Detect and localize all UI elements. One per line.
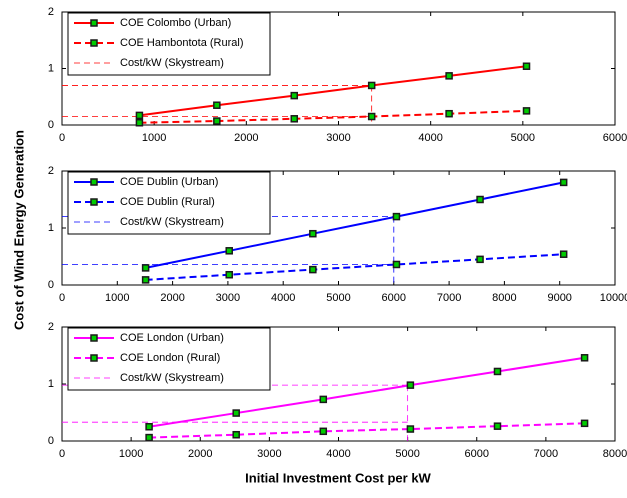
x-tick-label: 9000 [547, 292, 571, 304]
legend-label: COE Hambontota (Rural) [120, 37, 244, 49]
data-point [367, 112, 376, 121]
legend-marker [90, 354, 98, 362]
legend-label: Cost/kW (Skystream) [120, 57, 224, 69]
y-tick-label: 2 [48, 165, 54, 177]
data-point [213, 117, 221, 125]
data-point [213, 101, 221, 109]
data-point [392, 260, 401, 269]
series-line [139, 109, 527, 124]
legend-marker [90, 334, 98, 342]
data-point [232, 409, 240, 417]
x-tick-label: 3000 [216, 292, 240, 304]
data-point [559, 250, 568, 258]
legend-label: Cost/kW (Skystream) [120, 216, 224, 228]
y-tick-label: 1 [48, 378, 54, 390]
y-tick-label: 0 [48, 435, 54, 447]
data-point [225, 270, 233, 279]
data-point [232, 430, 240, 439]
series-line [145, 253, 564, 281]
data-point [522, 62, 531, 70]
data-point [135, 111, 144, 120]
data-point [522, 107, 531, 115]
x-tick-label: 6000 [465, 448, 489, 460]
series-line [145, 181, 564, 269]
y-axis-label: Cost of Wind Energy Generation [11, 130, 26, 330]
legend-label: COE London (Rural) [120, 352, 220, 364]
data-point [309, 265, 317, 274]
series-line [139, 65, 527, 117]
x-tick-label: 7000 [437, 292, 461, 304]
data-point [476, 255, 484, 264]
data-point [145, 433, 153, 442]
data-point [445, 109, 453, 118]
data-point [392, 212, 401, 221]
series-line [149, 422, 585, 439]
legend-label: COE Colombo (Urban) [120, 17, 231, 29]
y-tick-label: 1 [48, 222, 54, 234]
series-line [148, 356, 585, 428]
legend-label: COE London (Urban) [120, 332, 224, 344]
data-point [290, 91, 299, 100]
data-point [406, 425, 415, 433]
data-point [476, 195, 484, 204]
data-point [445, 72, 453, 80]
x-tick-label: 4000 [271, 292, 295, 304]
data-point [367, 81, 376, 90]
data-point [493, 422, 502, 430]
data-point [319, 427, 328, 436]
data-point [493, 367, 502, 376]
y-tick-label: 0 [48, 119, 54, 131]
x-tick-label: 2000 [188, 448, 212, 460]
legend-label: COE Dublin (Urban) [120, 176, 218, 188]
x-tick-label: 1000 [142, 132, 166, 144]
legend-marker [90, 198, 98, 206]
legend-marker [90, 39, 98, 47]
data-point [406, 381, 415, 389]
y-tick-label: 2 [48, 321, 54, 333]
legend-marker [90, 178, 98, 186]
x-tick-label: 6000 [603, 132, 627, 144]
x-tick-label: 6000 [382, 292, 406, 304]
x-tick-label: 7000 [534, 448, 558, 460]
x-tick-label: 2000 [160, 292, 184, 304]
x-tick-label: 1000 [119, 448, 143, 460]
legend-marker [90, 19, 98, 27]
x-tick-label: 5000 [511, 132, 535, 144]
y-tick-label: 2 [48, 6, 54, 18]
x-tick-label: 5000 [395, 448, 419, 460]
data-point [319, 395, 328, 404]
data-point [309, 229, 317, 238]
data-point [225, 247, 233, 255]
x-tick-label: 8000 [492, 292, 516, 304]
legend-label: Cost/kW (Skystream) [120, 372, 224, 384]
x-tick-label: 1000 [105, 292, 129, 304]
y-tick-label: 1 [48, 62, 54, 74]
x-tick-label: 8000 [603, 448, 627, 460]
x-tick-label: 0 [59, 292, 65, 304]
legend-label: COE Dublin (Rural) [120, 196, 215, 208]
x-tick-label: 4000 [418, 132, 442, 144]
data-point [135, 118, 144, 127]
x-tick-label: 4000 [326, 448, 350, 460]
data-point [141, 264, 150, 272]
x-tick-label: 2000 [234, 132, 258, 144]
x-tick-label: 3000 [257, 448, 281, 460]
data-point [141, 276, 150, 284]
data-point [290, 115, 299, 123]
data-point [580, 419, 589, 428]
data-point [145, 423, 153, 431]
x-tick-label: 0 [59, 132, 65, 144]
x-tick-label: 5000 [326, 292, 350, 304]
data-point [559, 178, 568, 187]
x-tick-label: 3000 [326, 132, 350, 144]
x-tick-label: 0 [59, 448, 65, 460]
x-axis-label: Initial Investment Cost per kW [245, 470, 431, 485]
data-point [580, 354, 589, 362]
y-tick-label: 0 [48, 279, 54, 291]
